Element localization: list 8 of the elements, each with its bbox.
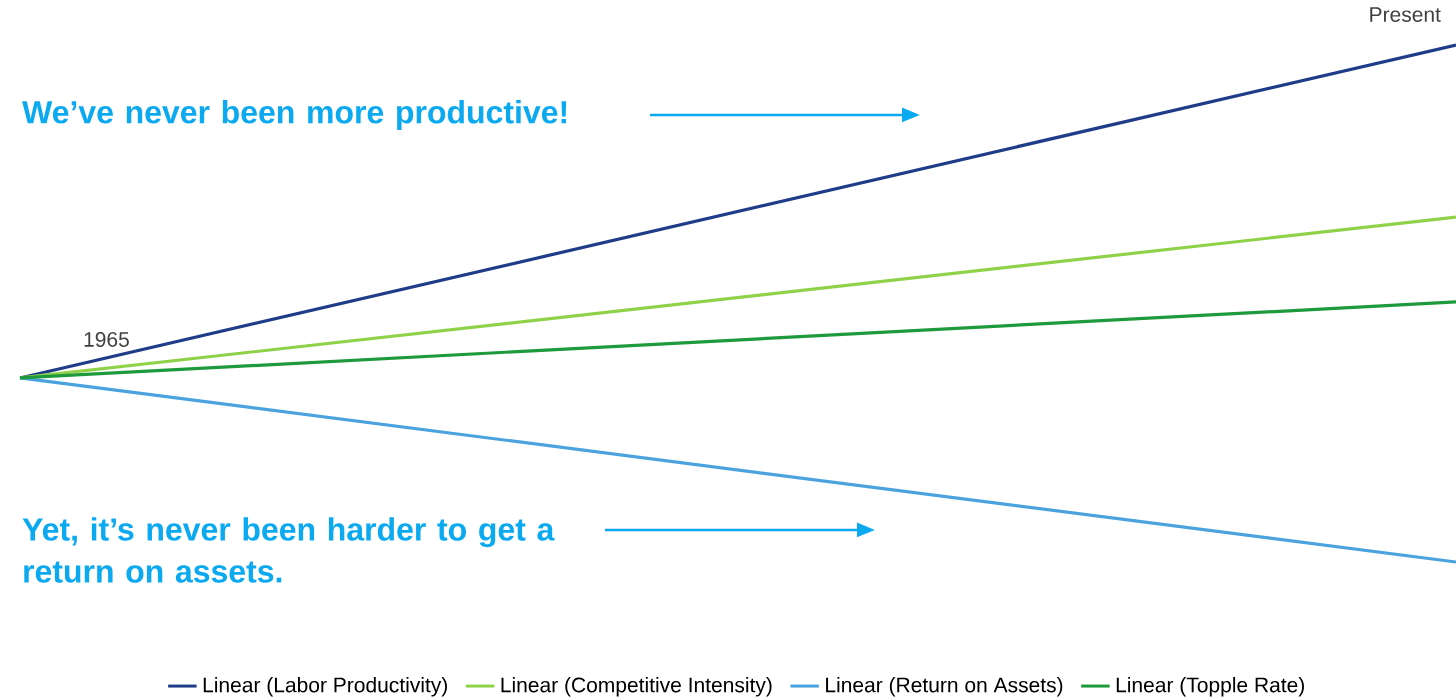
legend-label: Linear (Labor Productivity) [203,676,447,697]
x-tick-label: Present [1370,7,1441,22]
annotation: We’ve never been more productive! [22,100,567,130]
legend-label: Linear (Topple Rate) [1116,676,1304,697]
x-tick-label: 1965 [84,332,129,347]
legend-label: Linear (Return on Assets) [826,676,1063,697]
annotation: Yet, it’s never been harder to get a return on assets. [22,517,555,583]
legend-label: Linear (Competitive Intensity) [501,676,772,697]
